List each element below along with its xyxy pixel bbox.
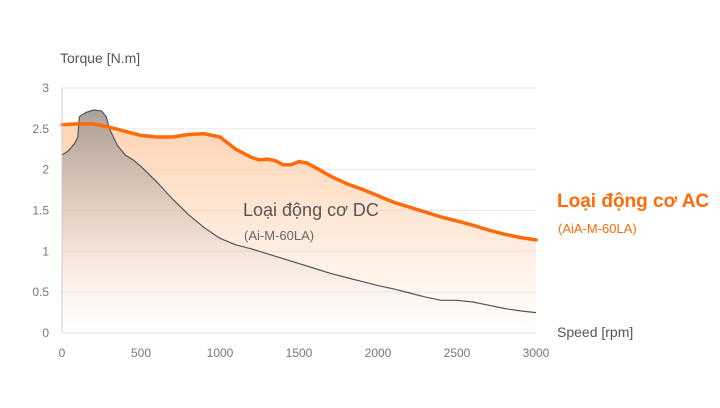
y-tick-label: 1.5 [32, 204, 49, 218]
x-tick-label: 500 [131, 346, 151, 360]
x-tick-label: 3000 [523, 346, 550, 360]
x-tick-label: 1000 [207, 346, 234, 360]
ac-series-model: (AiA-M-60LA) [558, 221, 637, 236]
y-tick-label: 1 [42, 244, 49, 258]
y-tick-label: 2 [42, 163, 49, 177]
x-axis-ticks: 0 500 1000 1500 2000 2500 3000 [59, 346, 550, 360]
dc-series-label: Loại động cơ DC [243, 200, 379, 220]
x-tick-label: 0 [59, 346, 66, 360]
ac-series-line [60, 122, 538, 242]
y-tick-label: 0.5 [32, 285, 49, 299]
x-tick-label: 1500 [286, 346, 313, 360]
y-tick-label: 0 [42, 326, 49, 340]
y-tick-label: 2.5 [32, 122, 49, 136]
dc-area-fill [62, 110, 536, 333]
ac-series-label: Loại động cơ AC [557, 191, 709, 212]
y-axis-title: Torque [N.m] [60, 50, 140, 66]
x-tick-label: 2500 [444, 346, 471, 360]
y-axis-ticks: 0 0.5 1 1.5 2 2.5 3 [32, 81, 49, 340]
dc-series-line [61, 109, 537, 314]
dc-series-model: (Ai-M-60LA) [244, 228, 314, 243]
x-axis-title: Speed [rpm] [557, 324, 633, 340]
y-tick-label: 3 [42, 81, 49, 95]
x-tick-label: 2000 [365, 346, 392, 360]
